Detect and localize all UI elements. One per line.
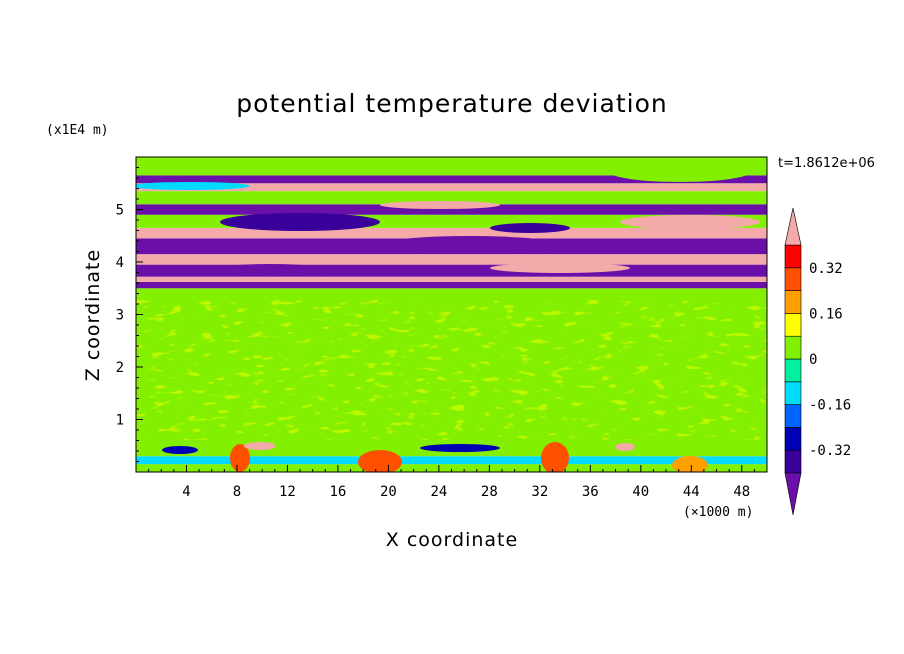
x-tick-label: 8 xyxy=(233,484,241,500)
x-axis-label: X coordinate xyxy=(386,529,518,551)
x-tick-label: 4 xyxy=(182,484,190,500)
contour-blob xyxy=(162,446,198,454)
colorbar-label: 0.32 xyxy=(809,261,843,277)
contour-band xyxy=(136,157,767,176)
x-axis: 4 8 12 16 20 24 28 32 36 40 44 48 xyxy=(148,465,755,500)
x-tick-label: 28 xyxy=(481,484,498,500)
x-tick-label: 12 xyxy=(279,484,296,500)
chart-title: potential temperature deviation xyxy=(236,89,667,118)
y-tick-label: 3 xyxy=(116,308,124,324)
contour-blob xyxy=(610,162,750,182)
contour-blob xyxy=(620,215,760,229)
contour-blob xyxy=(220,213,380,231)
colorbar-segment xyxy=(784,313,802,337)
y-tick-label: 5 xyxy=(116,203,124,219)
contour-blob xyxy=(244,442,276,450)
x-tick-label: 40 xyxy=(632,484,649,500)
lower-noise-texture xyxy=(136,300,767,440)
contour-blob xyxy=(358,450,402,472)
colorbar-label: -0.32 xyxy=(809,443,851,459)
colorbar-label: 0 xyxy=(809,352,817,368)
contour-band xyxy=(136,281,767,289)
colorbar-segment xyxy=(784,358,802,383)
contour-band xyxy=(136,175,767,184)
y-axis-unit: (x1E4 m) xyxy=(46,123,109,138)
contour-blob xyxy=(230,444,250,472)
contour-band xyxy=(136,276,767,282)
contour-band xyxy=(136,183,767,192)
contour-blob xyxy=(420,444,500,452)
colorbar-segment xyxy=(784,449,802,474)
contour-details xyxy=(136,162,767,472)
y-tick-label: 2 xyxy=(116,360,124,376)
colorbar-segment xyxy=(784,335,802,360)
colorbar-label: 0.16 xyxy=(809,306,843,322)
contour-band xyxy=(136,456,767,465)
colorbar-extend-top xyxy=(784,207,802,246)
colorbar-extend-bottom xyxy=(784,472,802,516)
x-tick-label: 44 xyxy=(683,484,700,500)
x-tick-label: 32 xyxy=(531,484,548,500)
y-axis: 1 2 3 4 5 xyxy=(116,167,143,462)
contour-blob xyxy=(380,201,500,209)
contour-blob xyxy=(210,264,330,276)
contour-band xyxy=(136,227,767,239)
contour-blob xyxy=(380,236,560,254)
colorbar: 0.32 0.16 0 -0.16 -0.32 xyxy=(784,207,851,516)
contour-blob xyxy=(541,442,569,472)
colorbar-segment xyxy=(784,267,802,291)
contour-blob xyxy=(615,443,635,451)
contour-blob xyxy=(672,456,708,472)
y-tick-label: 4 xyxy=(116,255,124,271)
contour-band xyxy=(136,204,767,215)
time-label: t=1.8612e+06 xyxy=(778,156,875,171)
plot-area xyxy=(135,156,768,473)
colorbar-segment xyxy=(784,290,802,314)
colorbar-segment xyxy=(784,381,802,405)
colorbar-segment xyxy=(784,244,802,269)
contour-band xyxy=(136,254,767,265)
contour-band xyxy=(136,464,767,472)
x-tick-label: 48 xyxy=(733,484,750,500)
x-tick-label: 24 xyxy=(430,484,447,500)
colorbar-label: -0.16 xyxy=(809,398,851,414)
y-tick-label: 1 xyxy=(116,413,124,429)
contour-blob xyxy=(136,182,250,190)
x-tick-label: 20 xyxy=(380,484,397,500)
x-axis-unit: (×1000 m) xyxy=(683,505,753,520)
contour-blob xyxy=(490,263,630,273)
colorbar-segment xyxy=(784,427,802,451)
x-tick-label: 36 xyxy=(582,484,599,500)
y-axis-label: Z coordinate xyxy=(82,249,104,381)
contour-blob xyxy=(490,223,570,233)
x-tick-label: 16 xyxy=(329,484,346,500)
contour-band xyxy=(136,191,767,205)
colorbar-segment xyxy=(784,404,802,428)
